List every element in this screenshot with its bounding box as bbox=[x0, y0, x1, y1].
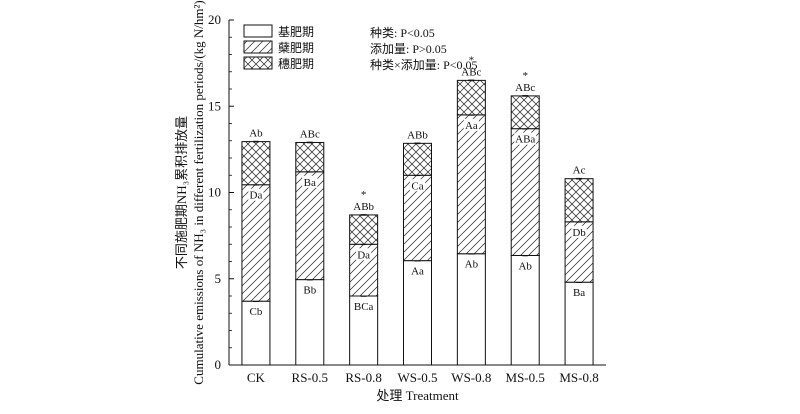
x-tick-label: CK bbox=[247, 370, 266, 385]
top-label: ABb bbox=[353, 201, 374, 213]
top-label: ABc bbox=[515, 82, 535, 94]
bar-segment bbox=[456, 253, 486, 366]
segment-label: Aa bbox=[411, 266, 424, 278]
bar-segment bbox=[241, 184, 271, 302]
bar-segment bbox=[510, 95, 540, 130]
segment-label: Da bbox=[357, 249, 370, 261]
bar-segment bbox=[403, 260, 432, 366]
stats-annotation: 种类×添加量: P<0.05 bbox=[370, 58, 478, 72]
y-tick-label: 0 bbox=[215, 357, 222, 372]
segment-label: ABa bbox=[515, 134, 535, 146]
bar-segment bbox=[510, 128, 540, 256]
significance-mark: * bbox=[522, 70, 528, 82]
segment-label: Cb bbox=[250, 306, 263, 318]
bar-segment bbox=[295, 141, 325, 173]
top-label: Ac bbox=[573, 165, 586, 177]
segment-label-bg bbox=[302, 175, 318, 188]
bar-segment bbox=[510, 254, 540, 366]
x-axis-title: 处理 Treatment bbox=[376, 388, 459, 403]
segment-label-bg bbox=[356, 248, 372, 261]
legend-label: 穗肥期 bbox=[278, 57, 314, 71]
legend-label: 基肥期 bbox=[278, 25, 314, 39]
y-tick-label: 15 bbox=[208, 98, 221, 113]
bar-segment bbox=[403, 142, 432, 176]
significance-mark: * bbox=[361, 189, 367, 201]
segment-label-bg bbox=[409, 179, 426, 192]
segment-label-bg bbox=[352, 300, 375, 312]
y-tick-label: 5 bbox=[215, 271, 222, 286]
y-tick-label: 10 bbox=[208, 185, 221, 200]
segment-label: Bb bbox=[303, 285, 316, 297]
legend-swatch bbox=[243, 56, 273, 70]
significance-mark: * bbox=[469, 54, 475, 66]
y-axis-title-cn: 不同施肥期NH₃累积排放量 bbox=[174, 116, 189, 269]
legend-label: 蘖肥期 bbox=[278, 40, 314, 55]
segment-label-bg bbox=[514, 132, 537, 145]
segment-label-bg bbox=[571, 225, 587, 238]
bar-segment bbox=[564, 178, 594, 223]
segment-label-bg bbox=[248, 305, 264, 318]
bar-segment bbox=[349, 214, 379, 245]
top-label: ABb bbox=[407, 129, 428, 141]
segment-label: Ba bbox=[573, 287, 585, 299]
segment-label-bg bbox=[571, 286, 587, 299]
segment-label: Ab bbox=[518, 260, 532, 272]
segment-label: Ab bbox=[465, 259, 479, 271]
y-tick-label: 20 bbox=[208, 12, 221, 27]
segment-label: BCa bbox=[354, 301, 374, 313]
top-label: Ab bbox=[249, 128, 263, 140]
bar-segment bbox=[241, 141, 271, 186]
x-tick-label: MS-0.5 bbox=[506, 370, 545, 385]
legend-swatch bbox=[243, 40, 273, 54]
bar-segment bbox=[456, 114, 486, 255]
x-tick-label: RS-0.8 bbox=[345, 370, 381, 385]
segment-label-bg bbox=[517, 259, 533, 272]
x-tick-label: RS-0.5 bbox=[292, 370, 328, 385]
segment-label-bg bbox=[248, 188, 264, 201]
x-tick-label: MS-0.8 bbox=[559, 370, 598, 385]
segment-label-bg bbox=[302, 283, 318, 296]
segment-label-bg bbox=[463, 118, 479, 131]
segment-label: Db bbox=[572, 227, 586, 239]
segment-label: Ba bbox=[304, 177, 316, 189]
stats-annotation: 添加量: P>0.05 bbox=[370, 42, 447, 56]
segment-label-bg bbox=[409, 264, 426, 277]
bar-segment bbox=[456, 79, 486, 116]
segment-label: Ca bbox=[411, 180, 423, 192]
x-tick-label: WS-0.5 bbox=[397, 370, 437, 385]
top-label: ABc bbox=[461, 66, 481, 78]
stats-annotation: 种类: P<0.05 bbox=[370, 26, 435, 40]
segment-label-bg bbox=[463, 257, 479, 270]
segment-label: Aa bbox=[465, 120, 478, 132]
x-tick-label: WS-0.8 bbox=[451, 370, 491, 385]
segment-label: Da bbox=[250, 190, 263, 202]
legend-swatch bbox=[243, 24, 273, 38]
top-label: ABc bbox=[300, 128, 320, 140]
y-axis-title-en: Cumulative emissions of NH₃ in different… bbox=[191, 0, 206, 384]
